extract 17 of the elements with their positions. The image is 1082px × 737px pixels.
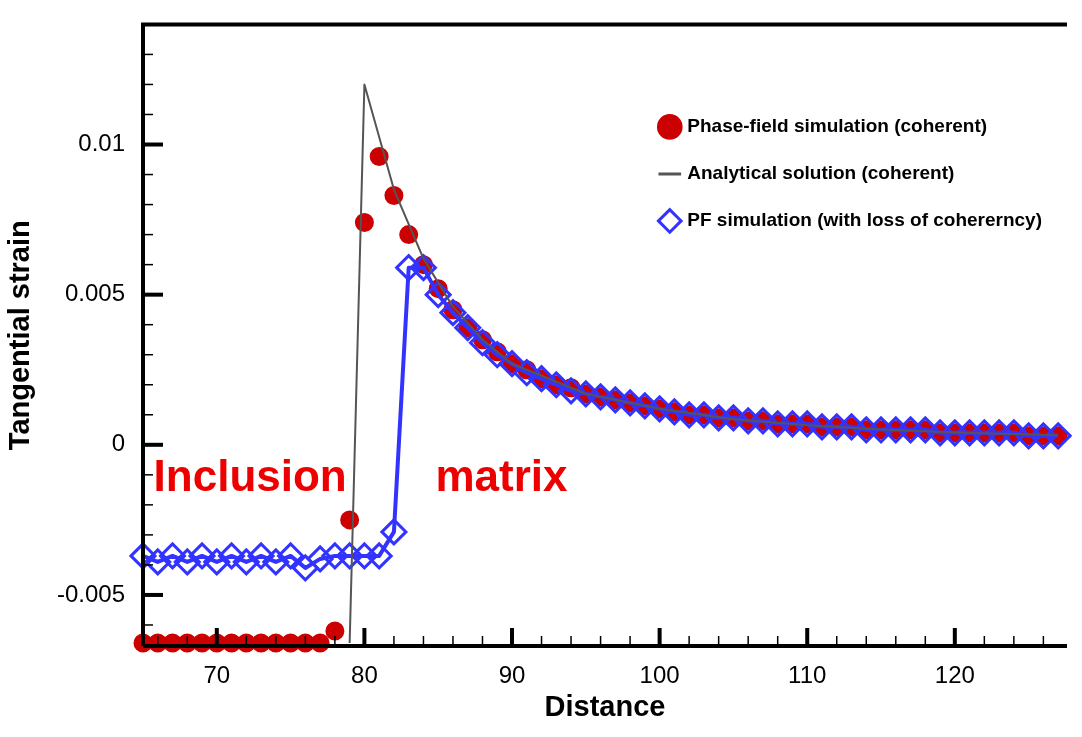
x-tick-label: 90 [498,661,526,689]
x-tick-label: 100 [639,661,680,689]
legend-label: Analytical solution (coherent) [687,162,955,184]
annotation: matrix [435,450,569,500]
y-tick-label: 0.01 [78,129,125,157]
legend-label: Phase-field simulation (coherent) [687,115,988,137]
y-tick-label: -0.005 [56,579,125,607]
x-tick-label: 120 [934,661,975,689]
y-tick-label: 0 [111,429,125,457]
annotation: Inclusion [153,450,347,500]
x-tick-label: 70 [203,661,231,689]
x-tick-label: 80 [351,661,378,689]
legend-label: PF simulation (with loss of cohererncy) [687,209,1043,231]
y-tick-label: 0.005 [64,279,125,307]
x-tick-label: 110 [788,661,827,689]
y-axis-title: Tangential strain [3,220,36,451]
x-axis-title: Distance [544,689,666,722]
